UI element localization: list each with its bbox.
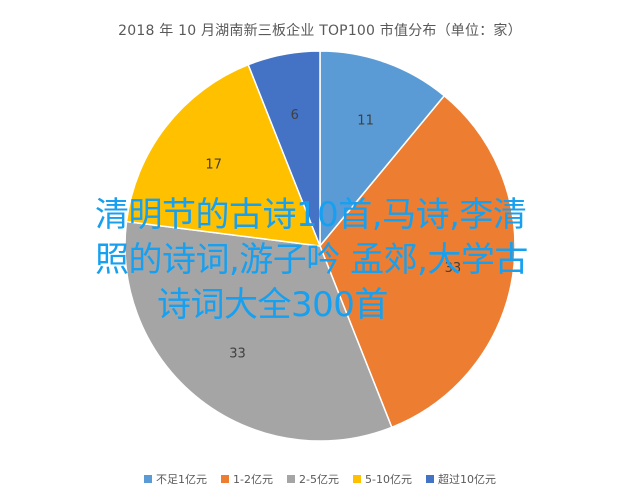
data-label-4: 17	[205, 158, 222, 173]
data-label-2: 33	[445, 261, 462, 276]
data-label-3: 33	[229, 346, 246, 361]
legend-label: 1-2亿元	[233, 473, 274, 486]
overlay-line-2: 照的诗词,游子吟 孟郊,大学古	[95, 240, 528, 280]
chart-legend: 不足1亿元 1-2亿元 2-5亿元 5-10亿元 超过10亿元	[0, 471, 640, 487]
pie-slice-1	[319, 50, 446, 249]
legend-swatch	[287, 475, 296, 483]
legend-label: 5-10亿元	[364, 473, 412, 486]
overlay-watermark-text: 清明节的古诗10首,马诗,李清 照的诗词,游子吟 孟郊,大学古 诗词大全300首	[95, 193, 545, 328]
pie-slices	[124, 50, 516, 442]
legend-label: 不足1亿元	[156, 473, 208, 486]
legend-item-3: 2-5亿元	[287, 471, 339, 487]
legend-swatch	[144, 475, 153, 483]
legend-item-5: 超过10亿元	[425, 471, 496, 487]
pie-slice-4	[125, 63, 322, 247]
legend-label: 2-5亿元	[299, 473, 339, 486]
overlay-line-3: 诗词大全300首	[157, 285, 388, 325]
pie-slice-2	[319, 94, 516, 429]
legend-item-4: 5-10亿元	[352, 471, 412, 487]
pie-slice-3	[124, 220, 393, 442]
legend-item-1: 不足1亿元	[144, 471, 207, 487]
data-label-5: 6	[291, 108, 299, 123]
legend-swatch	[352, 475, 361, 483]
chart-title: 2018 年 10 月湖南新三板企业 TOP100 市值分布（单位：家）	[118, 23, 522, 39]
data-label-1: 11	[357, 113, 374, 128]
legend-swatch	[221, 475, 230, 483]
legend-item-2: 1-2亿元	[221, 471, 273, 487]
overlay-line-1: 清明节的古诗10首,马诗,李清	[95, 195, 527, 235]
legend-label: 超过10亿元	[437, 473, 496, 486]
pie-data-labels: 11 33 33 17 6	[205, 108, 461, 361]
legend-swatch	[425, 475, 434, 483]
pie-slice-5	[247, 50, 321, 247]
